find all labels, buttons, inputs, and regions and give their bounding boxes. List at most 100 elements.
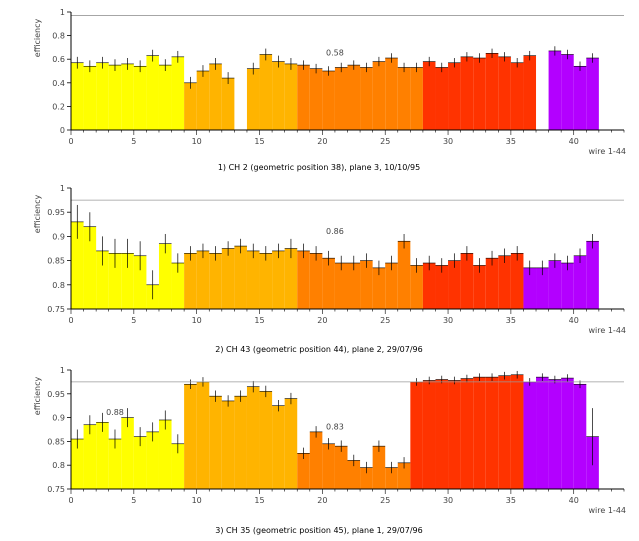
- bar-wire-2: [83, 424, 97, 489]
- bar-wire-8: [158, 419, 172, 489]
- y-axis-label: efficiency: [33, 377, 42, 416]
- bar-wire-37: [523, 267, 537, 309]
- bar-wire-21: [322, 443, 335, 489]
- bar-wire-5: [121, 253, 134, 309]
- bar-wire-39: [548, 260, 562, 309]
- y-tick-label: 0.4: [52, 79, 65, 88]
- bar-wire-32: [460, 378, 474, 489]
- bar-wire-30: [435, 379, 449, 489]
- bar-wire-4: [108, 253, 122, 309]
- bar-wire-6: [133, 66, 147, 130]
- bar-wire-27: [397, 462, 411, 489]
- x-tick-label: 5: [131, 316, 136, 325]
- x-tick-label: 10: [192, 137, 202, 146]
- y-tick-label: 0.95: [47, 390, 65, 399]
- bar-wire-37: [523, 381, 537, 489]
- bar-wire-25: [372, 267, 386, 309]
- bar-wire-20: [309, 431, 323, 489]
- bar-wire-39: [548, 379, 562, 489]
- bar-wire-6: [133, 436, 147, 489]
- average-label: 0.83: [326, 423, 344, 432]
- bar-wire-20: [309, 253, 323, 309]
- bar-wire-17: [272, 405, 285, 489]
- bar-wire-8: [158, 243, 172, 309]
- bar-wire-10: [184, 253, 197, 309]
- bar-wire-38: [536, 267, 549, 309]
- bar-wire-38: [536, 377, 549, 489]
- bar-wire-13: [221, 400, 235, 489]
- bar-wire-21: [322, 258, 335, 309]
- x-tick-label: 15: [254, 137, 264, 146]
- bar-wire-16: [259, 253, 273, 309]
- x-tick-label: 35: [506, 137, 516, 146]
- bar-wire-18: [284, 398, 298, 489]
- bar-wire-17: [272, 61, 285, 131]
- bar-wire-25: [372, 446, 386, 489]
- bar-wire-34: [485, 377, 499, 489]
- bar-wire-28: [410, 265, 423, 309]
- bar-wire-10: [184, 384, 197, 489]
- bar-wire-20: [309, 68, 323, 130]
- bar-wire-18: [284, 248, 298, 309]
- chart-caption: 3) CH 35 (geometric position 45), plane …: [215, 526, 422, 535]
- bar-wire-32: [460, 253, 474, 309]
- x-axis-label: wire 1-44: [589, 506, 627, 515]
- bar-wire-29: [422, 61, 436, 131]
- bar-wire-4: [108, 439, 122, 489]
- bar-wire-16: [259, 54, 273, 131]
- x-tick-label: 20: [317, 316, 327, 325]
- bar-wire-3: [96, 62, 109, 130]
- x-tick-label: 40: [569, 137, 579, 146]
- bar-wire-7: [146, 431, 159, 489]
- bar-wire-34: [485, 53, 499, 130]
- bar-wire-35: [498, 375, 511, 489]
- bar-wire-5: [121, 63, 134, 130]
- bar-wire-29: [422, 263, 436, 309]
- bar-wire-13: [221, 78, 235, 130]
- average-label: 0.58: [326, 49, 344, 58]
- bar-wire-15: [246, 250, 260, 309]
- x-tick-label: 5: [131, 496, 136, 505]
- x-tick-label: 30: [443, 496, 453, 505]
- bar-wire-30: [435, 67, 449, 130]
- bar-wire-26: [385, 58, 398, 130]
- bar-wire-6: [133, 255, 147, 309]
- y-tick-label: 0.8: [52, 281, 65, 290]
- bar-wire-41: [573, 66, 587, 130]
- bar-wire-42: [586, 241, 599, 309]
- x-tick-label: 30: [443, 137, 453, 146]
- bar-wire-21: [322, 71, 335, 130]
- bar-wire-28: [410, 67, 423, 130]
- bar-wire-24: [360, 467, 373, 489]
- bar-wire-14: [234, 396, 247, 489]
- x-tick-label: 20: [317, 137, 327, 146]
- x-tick-label: 0: [68, 316, 73, 325]
- bar-wire-4: [108, 65, 122, 130]
- bar-wire-31: [448, 380, 461, 489]
- bar-wire-12: [209, 396, 222, 489]
- bar-wire-31: [448, 62, 461, 130]
- y-tick-label: 0.2: [52, 102, 65, 111]
- bar-wire-9: [171, 263, 185, 309]
- bar-wire-34: [485, 258, 499, 309]
- bar-wire-40: [561, 378, 574, 489]
- x-tick-label: 15: [254, 316, 264, 325]
- bar-group: [71, 374, 599, 489]
- x-tick-label: 10: [192, 496, 202, 505]
- bar-wire-11: [196, 250, 210, 309]
- bar-wire-17: [272, 250, 285, 309]
- bar-wire-1: [71, 439, 84, 489]
- bar-wire-3: [96, 250, 109, 309]
- bar-wire-16: [259, 391, 273, 489]
- x-tick-label: 40: [569, 496, 579, 505]
- x-tick-label: 20: [317, 496, 327, 505]
- bar-wire-41: [573, 384, 587, 489]
- bar-wire-27: [397, 67, 411, 130]
- x-tick-label: 35: [506, 496, 516, 505]
- bar-wire-27: [397, 241, 411, 309]
- bar-wire-33: [473, 58, 486, 130]
